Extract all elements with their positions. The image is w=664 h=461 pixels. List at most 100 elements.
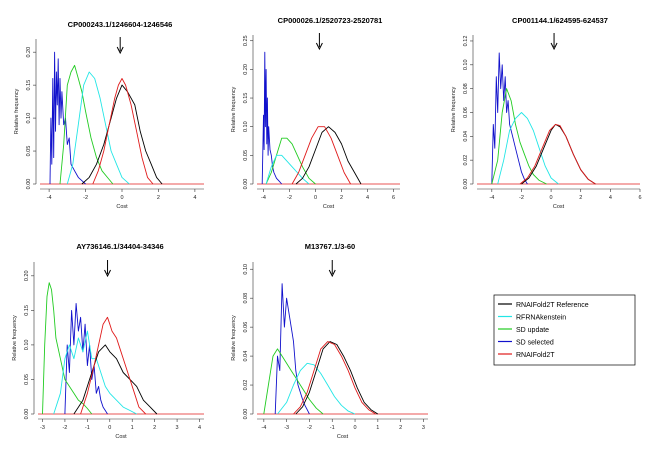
y-tick-label: 0.10 [243,264,249,275]
legend-box [493,294,636,366]
series-line-sd-selected [491,52,528,185]
series-line-rfrnakenstein [497,112,559,185]
x-tick-label: 2 [153,425,156,431]
series-line-rnaifold2t [293,341,376,415]
x-tick-label: 2 [579,195,582,201]
series-line-sd-update [263,348,324,415]
down-arrow-head-icon [328,269,336,278]
y-tick-label: 0.00 [463,179,469,190]
x-tick-label: 6 [638,195,641,201]
x-tick-label: -2 [519,195,524,201]
x-tick-label: -2 [83,195,88,201]
y-tick-label: 0.06 [243,322,249,333]
x-tick-label: 4 [609,195,612,201]
x-tick-label: 0 [120,195,123,201]
x-tick-label: -4 [489,195,494,201]
y-tick-label: 0.20 [26,47,32,58]
legend: RNAIFold2T Reference RFRNAkenstein SD upda… [493,294,636,366]
y-tick-label: 0.20 [243,64,249,75]
x-tick-label: 2 [340,195,343,201]
legend-label: RNAIFold2T Reference [516,302,589,309]
y-tick-label: 0.05 [26,146,32,157]
y-tick-label: 0.20 [24,270,30,281]
y-tick-label: 0.08 [463,83,469,94]
series-line-rfrnakenstein [66,71,130,185]
x-axis-label: Cost [115,434,127,440]
x-tick-label: 3 [422,425,425,431]
y-tick-label: 0.25 [243,35,249,46]
series-line-sd-update [491,88,547,185]
x-tick-label: 1 [376,425,379,431]
legend-label: SD update [516,327,549,334]
series-line-sd-selected [64,303,108,415]
x-tick-label: 0 [354,425,357,431]
panel-1: CP000243.1/1246604-1246546 -4 -2 0 2 4 0.00 0.0… [14,20,204,210]
panel-title: CP000026.1/2520723-2520781 [278,16,383,25]
panel-5: M13767.1/3-60 -4 -3 -2 -1 0 1 2 3 0.00 0.02 0.04 0.0… [231,242,428,440]
down-arrow-head-icon [116,46,124,55]
panel-title: CP000243.1/1246604-1246546 [68,20,173,29]
x-tick-label: -4 [261,425,266,431]
series-line-rfrnakenstein [265,154,310,185]
panel-title: M13767.1/3-60 [305,242,355,251]
y-tick-label: 0.00 [243,409,249,420]
legend-label: SD selected [516,340,554,347]
x-tick-label: 2 [399,425,402,431]
x-tick-label: 3 [176,425,179,431]
x-tick-label: 6 [392,195,395,201]
x-tick-label: 1 [131,425,134,431]
y-tick-label: 0.04 [243,351,249,362]
legend-label: RFRNAkenstein [516,315,566,322]
y-axis-label: Relative frequency [231,315,237,361]
y-tick-label: 0.00 [26,179,32,190]
panel-title: AY736146.1/34404-34346 [76,242,163,251]
x-tick-label: 2 [157,195,160,201]
x-tick-label: -2 [287,195,292,201]
series-line-rnaifold2t [92,78,154,185]
y-tick-label: 0.02 [243,380,249,391]
y-tick-label: 0.05 [24,374,30,385]
y-tick-label: 0.06 [463,107,469,118]
series-line-sd-update [59,64,114,185]
x-tick-label: -1 [85,425,90,431]
y-axis-label: Relative frequency [12,315,18,361]
y-tick-label: 0.12 [463,36,469,47]
y-axis-label: Relative frequency [14,88,20,134]
panel-3: CP001144.1/624595-624537 -4 -2 0 2 4 6 0.00 0.02… [451,16,642,210]
series-line-rnaifold2t-reference [73,344,158,415]
y-tick-label: 0.08 [243,293,249,304]
y-tick-label: 0.04 [463,131,469,142]
x-tick-label: -2 [307,425,312,431]
x-tick-label: -3 [284,425,289,431]
x-tick-label: -4 [47,195,52,201]
y-tick-label: 0.15 [24,305,30,316]
series-line-rnaifold2t [291,126,351,185]
x-tick-label: -4 [261,195,266,201]
series-line-sd-selected [49,51,86,185]
x-axis-label: Cost [323,204,335,210]
x-tick-label: 4 [193,195,196,201]
y-axis-label: Relative frequency [231,86,237,132]
x-tick-label: 4 [366,195,369,201]
y-tick-label: 0.00 [243,179,249,190]
y-tick-label: 0.10 [24,340,30,351]
legend-label: RNAIFold2T [516,352,555,359]
y-tick-label: 0.10 [26,113,32,124]
series-line-sd-selected [274,283,310,415]
x-tick-label: -1 [330,425,335,431]
x-tick-label: 0 [108,425,111,431]
y-tick-label: 0.02 [463,155,469,166]
y-tick-label: 0.10 [243,121,249,132]
x-axis-label: Cost [116,204,128,210]
y-tick-label: 0.05 [243,150,249,161]
y-axis-label: Relative frequency [451,86,457,132]
x-tick-label: -2 [62,425,67,431]
y-tick-label: 0.10 [463,59,469,70]
y-tick-label: 0.00 [24,409,30,420]
panel-title: CP001144.1/624595-624537 [512,16,608,25]
x-tick-label: 4 [198,425,201,431]
y-tick-label: 0.15 [243,93,249,104]
series-line-rnaifold2t-reference [295,126,362,185]
series-line-rnaifold2t [519,123,596,185]
